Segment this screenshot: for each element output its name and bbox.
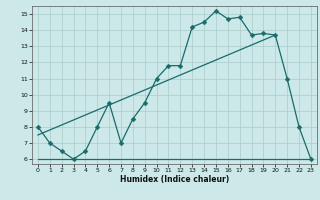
X-axis label: Humidex (Indice chaleur): Humidex (Indice chaleur) [120,175,229,184]
